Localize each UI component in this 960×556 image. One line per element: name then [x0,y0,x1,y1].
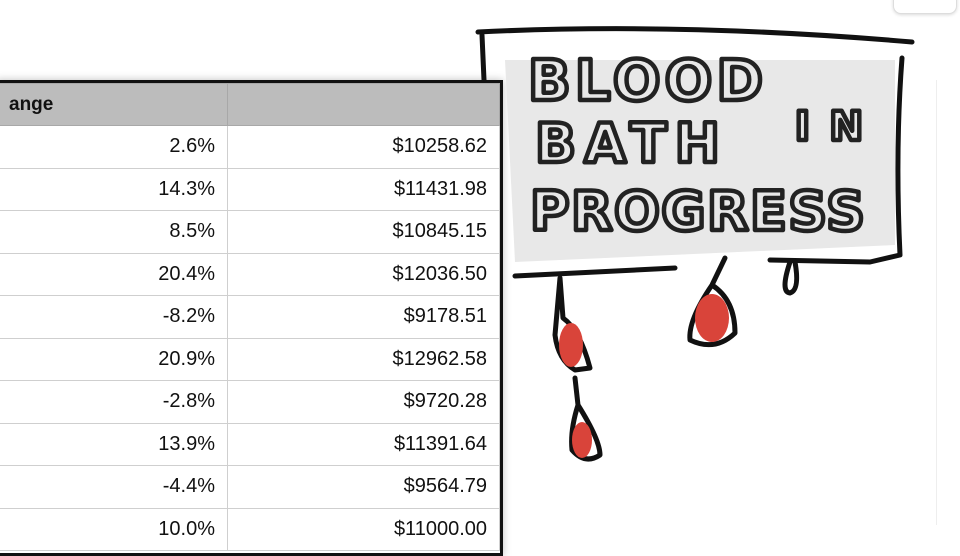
cell-value[interactable]: $10845.15 [227,210,500,254]
sign-right-edge [767,55,905,265]
table-row: 13.9% $11391.64 [0,422,500,466]
blood-drop-lower [569,375,603,462]
sign-left-post [479,32,487,83]
table-row: 2.6% $10258.62 [0,125,500,169]
column-header-change[interactable]: ange [0,83,228,126]
sign-background [505,60,895,262]
cell-value[interactable]: $12962.58 [227,337,500,381]
corner-button[interactable] [893,0,957,14]
table-row: 8.5% $10845.15 [0,210,500,254]
table-row: 20.4% $12036.50 [0,252,500,296]
table-row: -8.2% $9178.51 [0,295,500,339]
cell-value[interactable]: $12036.50 [227,252,500,296]
cell-change[interactable]: 14.3% [0,167,228,211]
cell-value[interactable]: $9564.79 [227,465,500,509]
cell-change[interactable]: -4.4% [0,465,228,509]
column-header-value[interactable] [227,83,500,126]
sign-top-edge [475,26,915,45]
table-row: -4.4% $9564.79 [0,465,500,509]
cell-change[interactable]: 20.9% [0,337,228,381]
table-row: 20.9% $12962.58 [0,337,500,381]
cell-change[interactable]: 2.6% [0,125,228,169]
cell-change[interactable]: 20.4% [0,252,228,296]
cell-change[interactable]: -2.8% [0,380,228,424]
table-row: -2.8% $9720.28 [0,380,500,424]
header-row: ange [0,83,500,126]
sign-bottom-edge-left [512,265,678,279]
cell-value[interactable]: $9178.51 [227,295,500,339]
blood-bath-sign-drawing: BLOOD BATH IN PROGRESS [475,26,915,462]
sign-text-line1: BLOOD [528,49,763,114]
cell-change[interactable]: 13.9% [0,422,228,466]
panel-divider [936,80,937,525]
cell-value[interactable]: $10258.62 [227,125,500,169]
cell-value[interactable]: $11391.64 [227,422,500,466]
table-row: 14.3% $11431.98 [0,167,500,211]
sign-text-line3: PROGRESS [530,180,865,243]
cell-value[interactable]: $9720.28 [227,380,500,424]
sign-text-in: IN [795,104,863,150]
